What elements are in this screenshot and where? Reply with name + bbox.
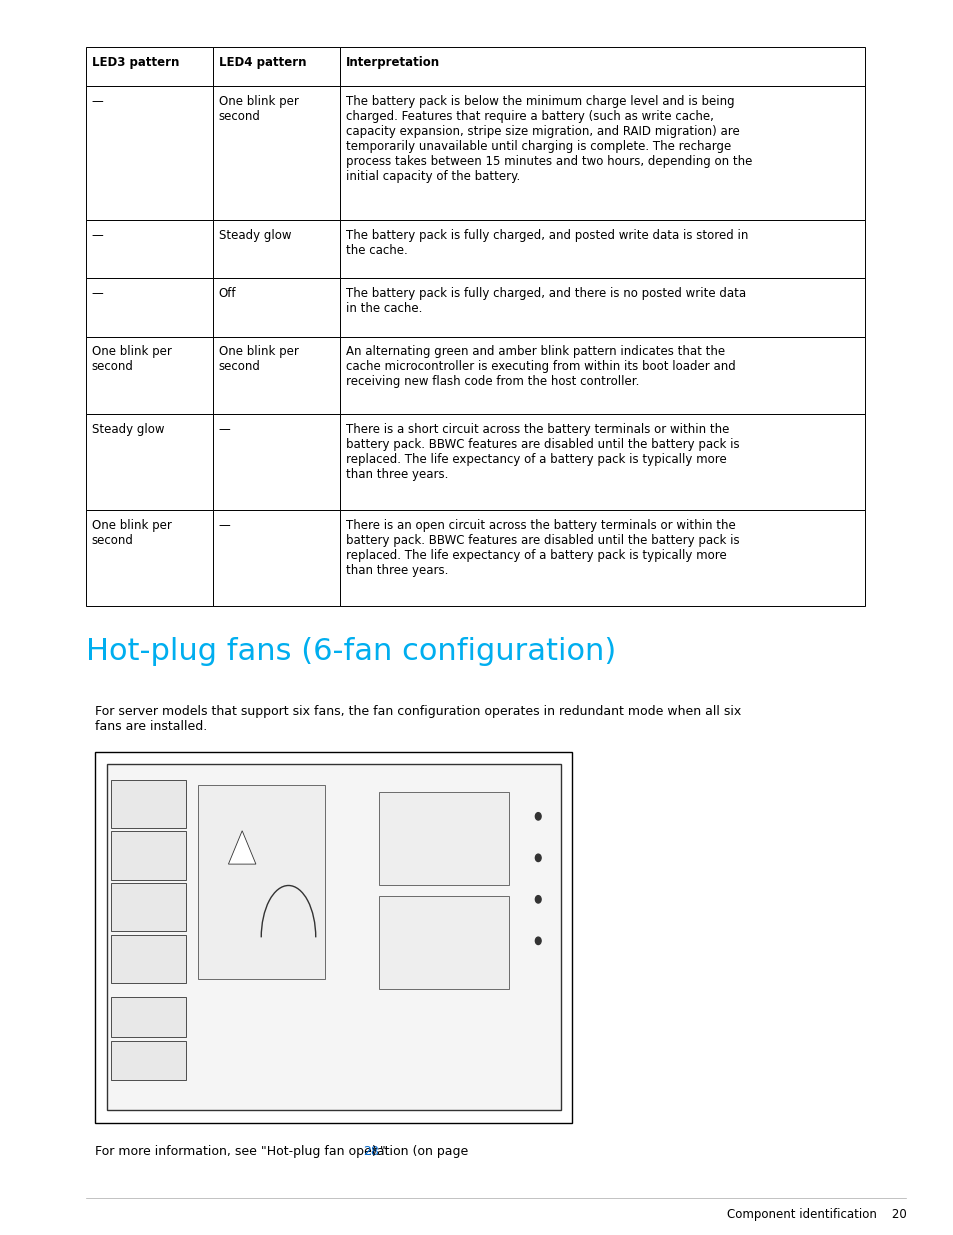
Text: Off: Off [218,288,236,300]
Text: Steady glow: Steady glow [91,422,164,436]
Bar [86,337,213,414]
Bar [107,764,560,1110]
Bar [112,1041,186,1081]
Bar [379,895,508,989]
Bar [112,779,186,827]
Text: One blink per
second: One blink per second [91,519,172,547]
Bar [340,337,864,414]
Text: —: — [91,288,103,300]
Bar [86,86,213,220]
Bar [340,510,864,606]
Text: An alternating green and amber blink pattern indicates that the
cache microcontr: An alternating green and amber blink pat… [346,346,735,389]
Bar [112,883,186,931]
Text: Hot-plug fans (6-fan configuration): Hot-plug fans (6-fan configuration) [86,637,616,666]
Bar [379,792,508,885]
Polygon shape [228,831,255,864]
Text: 2: 2 [145,1013,152,1023]
Bar [340,279,864,337]
Text: LED3 pattern: LED3 pattern [91,56,179,69]
Bar [213,510,340,606]
Text: LED4 pattern: LED4 pattern [218,56,306,69]
Text: 6: 6 [145,799,152,809]
Bar [213,86,340,220]
Bar [213,220,340,279]
Circle shape [535,937,540,945]
Text: For more information, see "Hot-plug fan operation (on page: For more information, see "Hot-plug fan … [95,1145,472,1158]
Text: There is an open circuit across the battery terminals or within the
battery pack: There is an open circuit across the batt… [346,519,739,577]
Text: There is a short circuit across the battery terminals or within the
battery pack: There is a short circuit across the batt… [346,422,739,480]
Bar [86,220,213,279]
Text: Steady glow: Steady glow [218,230,291,242]
Bar [112,935,186,983]
Circle shape [535,855,540,862]
Text: 1: 1 [145,1056,152,1066]
Text: For server models that support six fans, the fan configuration operates in redun: For server models that support six fans,… [95,705,740,734]
Bar [213,279,340,337]
Bar [112,998,186,1037]
Bar [86,414,213,510]
Text: —: — [218,519,231,532]
Text: One blink per
second: One blink per second [218,346,298,373]
Text: Interpretation: Interpretation [346,56,439,69]
Bar [197,785,324,979]
Circle shape [535,813,540,820]
Bar [213,47,340,86]
Bar [86,279,213,337]
Text: 5: 5 [145,851,152,861]
Bar [86,510,213,606]
Bar [340,414,864,510]
Circle shape [535,895,540,903]
Text: 28: 28 [362,1145,378,1158]
Text: The battery pack is below the minimum charge level and is being
charged. Feature: The battery pack is below the minimum ch… [346,95,752,183]
Text: One blink per
second: One blink per second [218,95,298,122]
Text: —: — [218,422,231,436]
Text: The battery pack is fully charged, and posted write data is stored in
the cache.: The battery pack is fully charged, and p… [346,230,747,257]
Bar [112,831,186,879]
Text: 4: 4 [145,903,152,913]
Text: One blink per
second: One blink per second [91,346,172,373]
Bar [213,414,340,510]
Bar [340,220,864,279]
Bar [95,752,572,1123]
Bar [340,47,864,86]
Bar [86,47,213,86]
Bar [340,86,864,220]
Text: 3: 3 [145,955,152,965]
Text: —: — [91,230,103,242]
Bar [213,337,340,414]
Text: —: — [91,95,103,107]
Text: The battery pack is fully charged, and there is no posted write data
in the cach: The battery pack is fully charged, and t… [346,288,745,315]
Text: ).": )." [372,1145,386,1158]
Text: Component identification    20: Component identification 20 [726,1208,905,1221]
